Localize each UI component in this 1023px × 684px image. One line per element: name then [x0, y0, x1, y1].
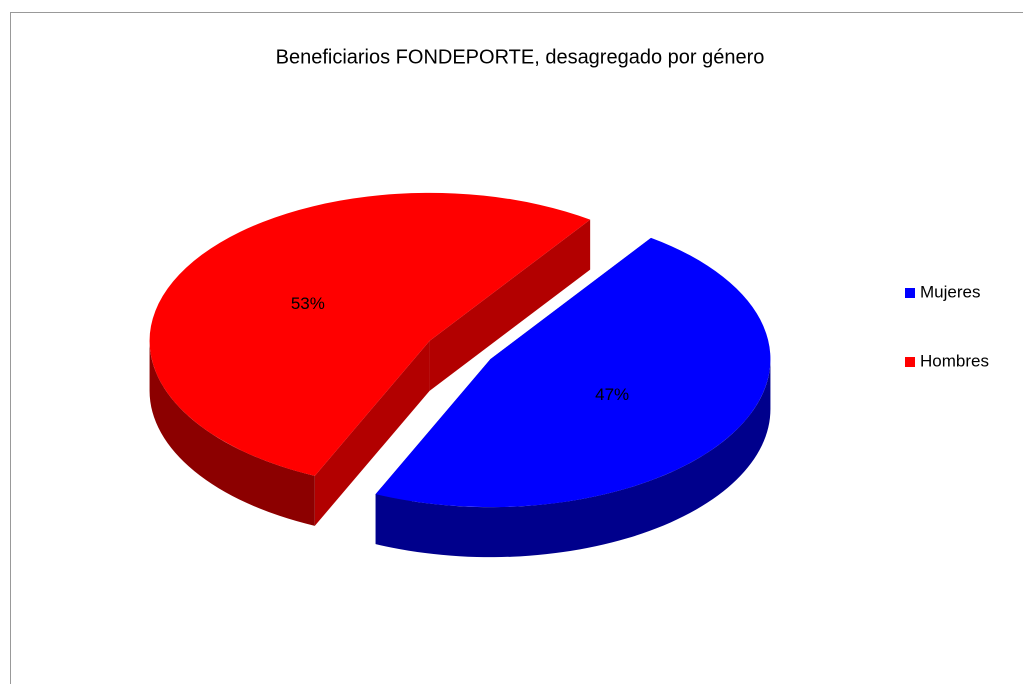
- slice-top: [375, 237, 771, 508]
- chart-frame: [10, 12, 1023, 684]
- slice-wall: [375, 359, 771, 558]
- legend-label: Hombres: [920, 351, 989, 370]
- pie-slice: [149, 192, 591, 526]
- chart-title: Beneficiarios FONDEPORTE, desagregado po…: [276, 46, 765, 68]
- pie-slice: [375, 237, 771, 558]
- slice-cut-face: [429, 219, 591, 391]
- slice-wall: [149, 340, 315, 526]
- slice-top: [149, 192, 591, 476]
- data-label: 53%: [291, 294, 325, 313]
- data-label: 47%: [595, 385, 629, 404]
- legend-swatch: [905, 288, 915, 298]
- legend-swatch: [905, 357, 915, 367]
- legend-label: Mujeres: [920, 282, 980, 301]
- slice-cut-face: [314, 340, 430, 526]
